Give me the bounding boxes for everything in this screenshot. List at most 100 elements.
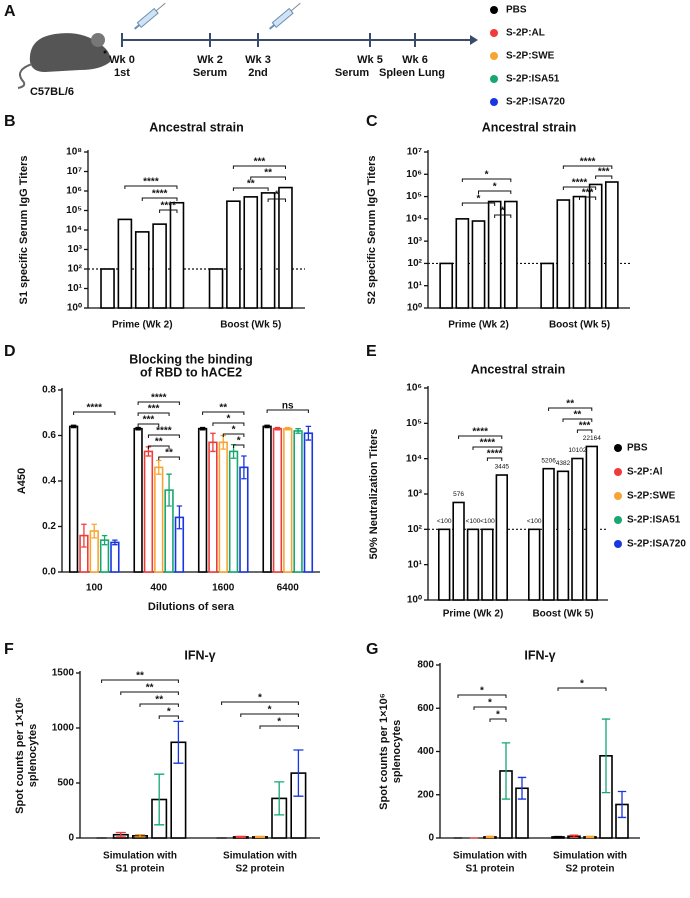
legend-label: PBS — [506, 5, 527, 16]
bar — [542, 467, 555, 601]
significance-bracket — [461, 202, 496, 206]
legend-marker — [614, 444, 622, 452]
significance-label: ** — [136, 671, 144, 682]
y-tick-label: 0.4 — [42, 476, 56, 487]
bar — [283, 427, 293, 573]
y-tick-label: 10⁶ — [406, 383, 422, 394]
error-bar — [91, 523, 97, 539]
y-tick-label: 0 — [428, 833, 434, 844]
y-tick-label: 0.2 — [42, 521, 56, 532]
x-tick-label: Boost (Wk 5) — [549, 320, 610, 331]
significance-label: ** — [264, 168, 272, 179]
legend-label: S-2P:ISA51 — [506, 74, 560, 85]
error-bar — [135, 426, 141, 431]
significance-bracket — [137, 412, 170, 416]
error-bar — [166, 473, 172, 507]
significance-label: * — [275, 190, 279, 201]
x-tick-label: Boost (Wk 5) — [532, 609, 593, 620]
significance-bracket — [478, 190, 512, 194]
error-bar — [254, 835, 266, 839]
y-axis-title: splenocytes — [27, 724, 39, 788]
syringe-barrel — [136, 7, 159, 29]
error-bar — [305, 425, 312, 441]
error-bar — [115, 831, 126, 838]
significance-label: **** — [151, 393, 167, 404]
significance-bracket — [562, 165, 613, 169]
significance-label: **** — [580, 157, 596, 168]
legend-marker — [490, 6, 498, 14]
significance-label: *** — [143, 415, 155, 426]
bar — [466, 528, 480, 601]
y-tick-label: 10⁷ — [67, 166, 82, 177]
significance-bracket — [461, 178, 512, 182]
y-axis-title: S2 specific Serum IgG Titers — [366, 156, 378, 305]
significance-label: ns — [282, 401, 294, 412]
legend-marker — [614, 540, 622, 548]
significance-label: *** — [254, 157, 266, 168]
value-label: 22164 — [583, 435, 601, 442]
x-tick-label: S2 protein — [566, 864, 615, 875]
significance-bracket — [212, 422, 245, 426]
timeline-week: Wk 0 — [109, 54, 135, 66]
legend-label: S-2P:ISA720 — [627, 539, 686, 550]
bar — [169, 201, 185, 309]
chart-title: of RBD to hACE2 — [140, 365, 242, 379]
significance-label: *** — [582, 188, 594, 199]
y-tick-label: 10² — [68, 264, 83, 275]
timeline-event: Serum — [193, 67, 227, 79]
syringe-plunger — [134, 24, 140, 30]
significance-label: * — [480, 686, 484, 697]
error-bar — [601, 718, 611, 794]
y-tick-label: 1000 — [52, 723, 75, 734]
panel-letter: G — [366, 641, 378, 658]
bar — [110, 541, 120, 573]
bar — [527, 528, 541, 601]
y-tick-label: 10⁵ — [66, 205, 82, 216]
error-bar — [112, 539, 118, 546]
significance-bracket — [147, 434, 180, 438]
significance-label: **** — [152, 189, 168, 200]
significance-bracket — [233, 444, 245, 448]
mouse-strain: C57BL/6 — [30, 86, 74, 98]
significance-bracket — [458, 435, 503, 439]
error-bar — [210, 432, 216, 453]
significance-bracket — [141, 197, 178, 201]
x-tick-label: Simulation with — [103, 851, 177, 862]
significance-bracket — [232, 187, 269, 191]
y-axis-title: splenocytes — [391, 720, 403, 784]
error-bar — [285, 426, 291, 431]
significance-bracket — [158, 715, 179, 719]
significance-bracket — [489, 718, 507, 722]
significance-bracket — [576, 429, 593, 433]
x-tick-label: Boost (Wk 5) — [220, 320, 281, 331]
significance-bracket — [139, 703, 179, 707]
x-tick-label: S2 protein — [236, 864, 285, 875]
error-bar — [134, 834, 146, 838]
y-axis-title: S1 specific Serum IgG Titers — [18, 156, 30, 305]
y-axis-title: A450 — [16, 468, 28, 494]
significance-label: * — [226, 414, 230, 425]
y-tick-label: 10⁸ — [66, 147, 82, 158]
significance-bracket — [73, 411, 116, 415]
y-axis-title: Spot counts per 1×10⁶ — [14, 697, 26, 814]
bar — [243, 196, 259, 309]
significance-bracket — [250, 176, 286, 180]
significance-label: **** — [472, 427, 488, 438]
significance-bracket — [562, 418, 593, 422]
y-tick-label: 10¹ — [68, 283, 83, 294]
y-tick-label: 10⁶ — [406, 169, 422, 180]
error-bar — [173, 720, 184, 764]
value-label: <100 — [466, 518, 481, 525]
panel-letter: E — [366, 343, 377, 360]
bar — [293, 430, 303, 573]
bar — [117, 218, 133, 309]
significance-bracket — [120, 691, 179, 695]
significance-bracket — [557, 687, 607, 691]
error-bar — [274, 781, 285, 816]
value-label: <100 — [480, 518, 495, 525]
significance-label: **** — [487, 449, 503, 460]
error-bar — [501, 742, 511, 800]
y-tick-label: 10³ — [408, 236, 423, 247]
legend-marker — [490, 75, 498, 83]
significance-bracket — [147, 445, 170, 449]
